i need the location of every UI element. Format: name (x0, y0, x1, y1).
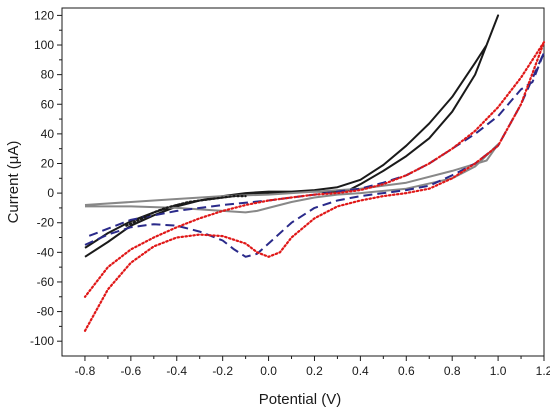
x-axis-title: Potential (V) (259, 391, 342, 408)
x-tick-label: -0.8 (75, 364, 96, 378)
y-tick-label: 120 (34, 8, 54, 22)
x-tick-label: -0.2 (212, 364, 233, 378)
x-tick-label: 0.2 (306, 364, 323, 378)
y-tick-label: 100 (34, 38, 54, 52)
y-tick-label: -80 (37, 305, 55, 319)
y-tick-label: -100 (30, 334, 54, 348)
y-tick-label: 40 (41, 127, 55, 141)
x-tick-label: -0.6 (121, 364, 142, 378)
series-layer (83, 14, 546, 332)
y-axis-title: Current (μA) (5, 141, 22, 224)
series-line-5 (125, 195, 247, 227)
x-tick-label: 0.6 (398, 364, 415, 378)
x-tick-label: 0.8 (444, 364, 461, 378)
y-tick-label: 20 (41, 156, 55, 170)
series-line-2 (84, 143, 500, 214)
x-tick-label: 0.4 (352, 364, 369, 378)
x-tick-label: 1.0 (490, 364, 507, 378)
y-tick-label: 80 (41, 68, 55, 82)
y-tick-label: 0 (47, 186, 54, 200)
axis-ticks (57, 14, 545, 361)
series-line-4 (83, 41, 546, 332)
y-tick-label: 60 (41, 97, 55, 111)
series-line-3 (84, 51, 545, 258)
y-tick-label: -60 (37, 275, 55, 289)
y-tick-label: -40 (37, 245, 55, 259)
x-tick-label: 1.2 (536, 364, 550, 378)
tick-labels: -0.8 -0.6 -0.4 -0.2 0.0 0.2 0.4 0.6 0.8 1.0 1.2 -10… (30, 8, 550, 378)
x-tick-label: 0.0 (260, 364, 277, 378)
plot-frame (61, 7, 545, 357)
x-tick-label: -0.4 (166, 364, 187, 378)
series-line-1 (84, 14, 500, 258)
y-tick-label: -20 (37, 216, 55, 230)
